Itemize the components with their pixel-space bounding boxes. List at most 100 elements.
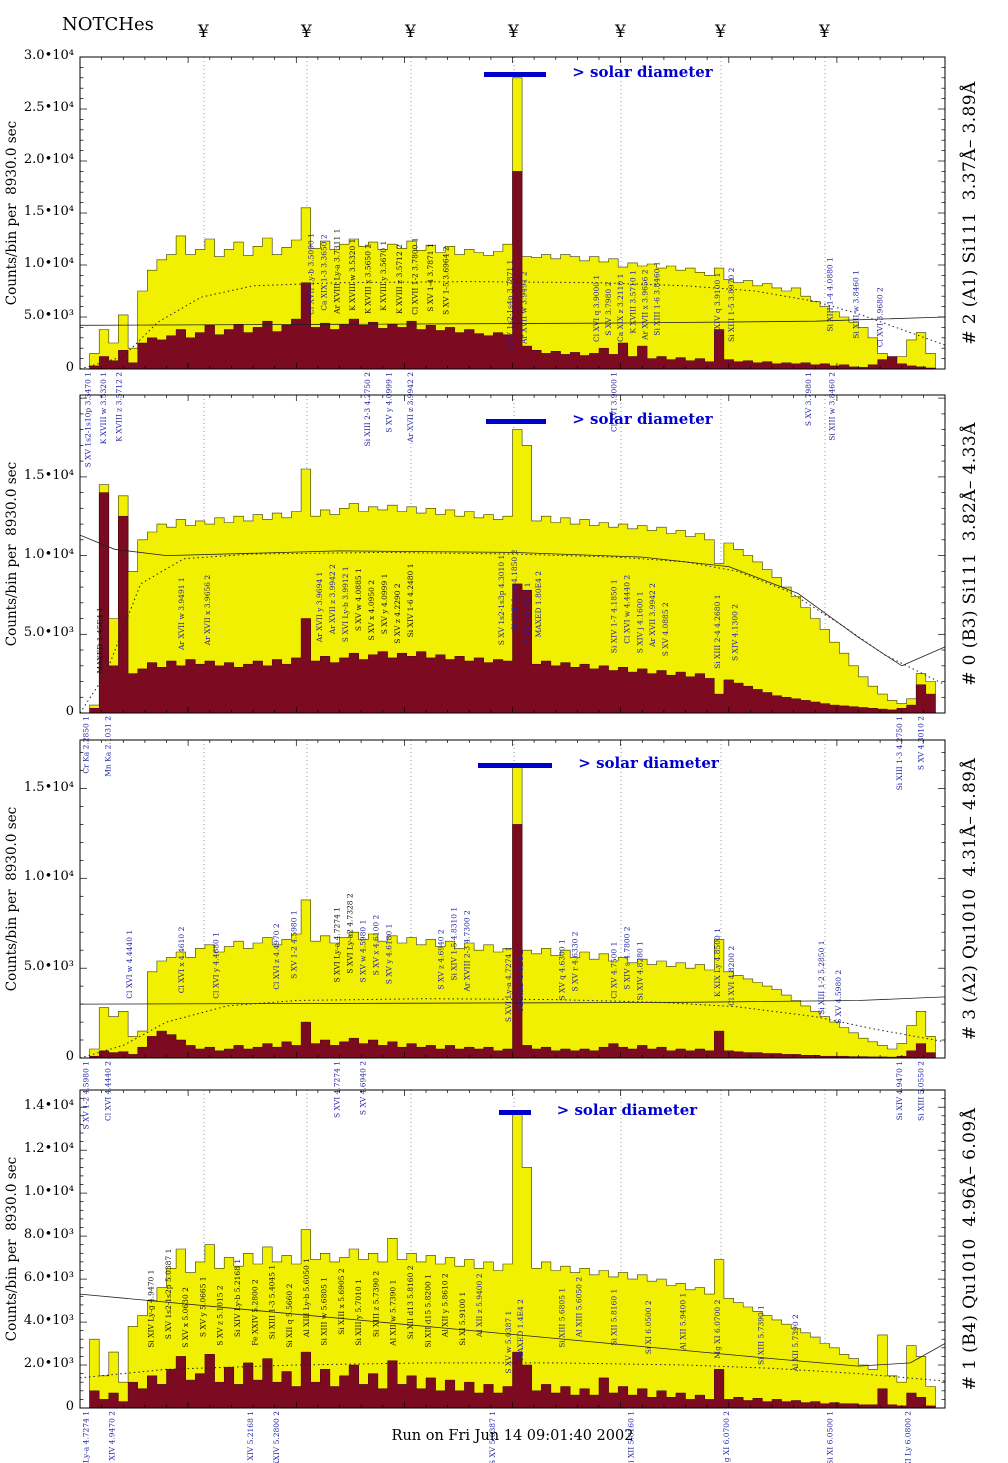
solar-diameter-bar <box>498 1110 531 1115</box>
y-tick-label: 1.4•10⁴ <box>23 1098 74 1114</box>
line-id-annotation: S XV 4.3010 2 <box>916 716 925 770</box>
line-id-annotation: Ar XVII z 3.9942 2 <box>406 372 415 443</box>
y-tick-label: 0 <box>65 704 74 719</box>
line-id-annotation: S XIV q 3.9100 1 <box>713 273 722 337</box>
line-id-annotation: K XVIII z 3.5712 2 <box>395 244 404 314</box>
line-id-annotation: S XVI Ly-a 4.7274 1 <box>504 947 513 1023</box>
solar-diameter-label: > solar diameter <box>578 754 719 772</box>
line-id-annotation: S XVI Ly-b 3.9912 1 <box>341 566 350 642</box>
y-tick-label: 5.0•10³ <box>23 959 74 975</box>
line-id-annotation: Ar XVII w 3.9491 1 <box>177 577 186 651</box>
line-id-annotation: S XV z 4.6940 2 <box>436 929 445 990</box>
line-id-annotation: Cl XVII 1-2 3.7800 1 <box>410 237 419 314</box>
y-axis-title: Counts/bin per 8930.0 sec <box>4 1156 20 1342</box>
line-id-annotation: Si XIII 1-2 5.2850 1 <box>817 940 826 1014</box>
line-id-annotation: S XV w 5.0387 1 <box>504 1311 513 1374</box>
line-id-annotation: Si XIV Ly-b 5.2168 1 <box>233 1259 242 1337</box>
plot-area: Ar XVIII Ly-a 3.7311 1 K XVIII w 3.5320 1… <box>79 56 946 467</box>
y-tick-label: 0 <box>65 360 74 375</box>
line-id-annotation: Cl XVI x 4.4610 2 <box>177 926 186 993</box>
line-id-annotation: Al XIII Ly-b 5.6050 1 <box>302 1258 311 1338</box>
line-id-annotation: Si XIII 5.6805 1 <box>557 1288 566 1348</box>
line-id-annotation: Si XII d13 5.8160 2 <box>406 1265 415 1339</box>
line-id-annotation: S XV 1s2-1s2p 5.0387 1 <box>164 1249 173 1340</box>
line-id-annotation: S XV 4.6940 2 <box>358 1061 367 1115</box>
y-tick-label: 6.0•10³ <box>23 1270 74 1286</box>
line-id-annotation: S XV y 4.0999 1 <box>380 574 389 635</box>
line-id-annotation: Cl XVI 4.4440 2 <box>103 1061 112 1121</box>
line-id-annotation: Al XII 5.9400 1 <box>679 1293 688 1351</box>
line-id-annotation: S XV r 4.6330 2 <box>570 931 579 991</box>
line-id-annotation: Si XI 6.0500 2 <box>644 1300 653 1354</box>
line-id-annotation: Cl XVII Ly-b 3.5090 1 <box>307 233 316 315</box>
line-id-annotation: Si XIII x 5.6905 2 <box>337 1268 346 1335</box>
y-axis-title: Counts/bin per 8930.0 sec <box>4 806 20 992</box>
line-id-annotation: Mg XI 6.0700 2 <box>713 1299 722 1358</box>
y-tick-label: 1.0•10⁴ <box>23 1184 74 1200</box>
y-tick-label: 2.5•10⁴ <box>23 100 74 115</box>
line-id-annotation: Si XIII 5.7390 1 <box>756 1305 765 1365</box>
line-id-annotation: Al XIII 5.6050 2 <box>575 1277 584 1338</box>
y-tick-label: 5.0•10³ <box>23 625 74 641</box>
line-id-annotation: Mn Ka 2.1031 2 <box>103 716 112 777</box>
line-id-annotation: Si XIII 2-4 4.2680 1 <box>713 594 722 668</box>
line-id-annotation: S XV 1-4 3.7871 1 <box>426 243 435 312</box>
line-id-annotation: Si XII q 5.5660 2 <box>285 1283 294 1347</box>
line-id-annotation: Al XII z 5.9400 2 <box>475 1273 484 1338</box>
line-id-annotation: Cl XVI q 3.9000 1 <box>592 275 601 342</box>
line-id-annotation: Si XIV 4.9470 1 <box>895 1061 904 1120</box>
line-id-annotation: S XV w 4.0885 1 <box>354 568 363 631</box>
line-id-annotation: Si XIV Ly-g 4.9470 1 <box>147 1270 156 1348</box>
line-id-annotation: Cl XVI 3.9680 2 <box>876 287 885 347</box>
line-id-annotation: S XV x 4.6100 2 <box>371 914 380 975</box>
line-id-annotation: Cl XVII Ly-a 4.1850 2 <box>510 549 519 631</box>
y-tick-label: 0 <box>65 1399 74 1414</box>
y-tick-label: 4.0•10³ <box>23 1313 74 1329</box>
line-id-annotation: Si XIII w 3.8460 2 <box>827 372 836 441</box>
line-id-annotation: K XVIII w 3.5320 1 <box>348 239 357 311</box>
line-id-annotation: Si XIII 1-5 3.8970 2 <box>727 267 736 342</box>
line-id-annotation: Si XIII 1-4 4.0880 1 <box>826 257 835 331</box>
line-id-annotation: Ar XVII w 3.9491 2 <box>519 271 528 345</box>
line-id-annotation: S XV q 4.6300 1 <box>557 939 566 1000</box>
line-id-annotation: MAXED 1.6E4 2 <box>516 949 525 1011</box>
run-timestamp: Run on Fri Jun 14 09:01:40 2002 <box>391 1428 634 1444</box>
solar-diameter-label: > solar diameter <box>572 410 713 428</box>
line-id-annotation: S XV 3.7980 1 <box>804 372 813 426</box>
line-id-annotation: Si XIII w 5.6805 1 <box>320 1277 329 1346</box>
plot-area: Cl XVI w 4.4440 1 Cl XVI x 4.4610 2 Cl XVI… <box>79 739 946 1130</box>
line-id-annotation: MAXED 1.80E4 2 <box>534 571 543 638</box>
line-id-annotation: Si XII d15 5.8200 1 <box>423 1274 432 1348</box>
y-tick-label: 1.5•10⁴ <box>23 779 74 795</box>
line-id-annotation: MAXED 1.4E4 2 <box>516 1299 525 1361</box>
panel-right-label: # 0 (B3) Si111 3.82Å– 4.33Å <box>960 422 980 686</box>
y-axis-title: Counts/bin per 8930.0 sec <box>4 120 20 306</box>
line-id-annotation: Ar XVIII 2-3 4.7300 2 <box>462 910 471 993</box>
y-tick-label: 1.5•10⁴ <box>23 204 74 219</box>
line-id-annotation: S XV q 4.3300 1 <box>523 582 532 643</box>
y-tick-label: 1.0•10⁴ <box>23 869 74 885</box>
plot-area: MAXED 1.45E4 1 Ar XVII w 3.9491 1 Ar XVII … <box>79 394 946 790</box>
line-id-annotation: Si XII 5.8160 1 <box>609 1289 618 1346</box>
line-id-annotation: Ca XIX z 3.2110 1 <box>616 274 625 342</box>
plot-area: Si XIV Ly-g 4.9470 1 S XV 1s2-1s2p 5.0387… <box>79 1089 946 1463</box>
line-id-annotation: S XV y 4.0999 1 <box>384 372 393 433</box>
line-id-annotation: S XV x 4.0950 2 <box>367 580 376 641</box>
line-id-annotation: Si XIV 1-7 4.1850 1 <box>609 579 618 653</box>
line-id-annotation: K XVIII w 3.5320 1 <box>99 372 108 444</box>
line-id-annotation: S XV 1s2-1s10p 3.3470 1 <box>83 372 92 467</box>
solar-diameter-label: > solar diameter <box>556 1101 698 1119</box>
line-id-annotation: Si XIV 1-6 4.2480 1 <box>406 564 415 638</box>
line-id-annotation: Si XIII 1-3 5.4045 1 <box>268 1265 277 1339</box>
line-id-annotation: K XVIII y 3.5670 1 <box>379 241 388 311</box>
y-tick-label: 1.0•10⁴ <box>23 256 74 271</box>
line-id-annotation: S XV 1s2-1s4p 3.7871 1 <box>506 260 515 351</box>
y-tick-label: 8.0•10³ <box>23 1227 74 1243</box>
line-id-annotation: K XVIII x 3.5650 2 <box>364 244 373 314</box>
line-id-annotation: Si XIII 5.0550 2 <box>916 1061 925 1121</box>
line-id-annotation: Si XI 5.9100 1 <box>458 1292 467 1346</box>
line-id-annotation: K XVIII 3.5710 1 <box>628 270 637 333</box>
